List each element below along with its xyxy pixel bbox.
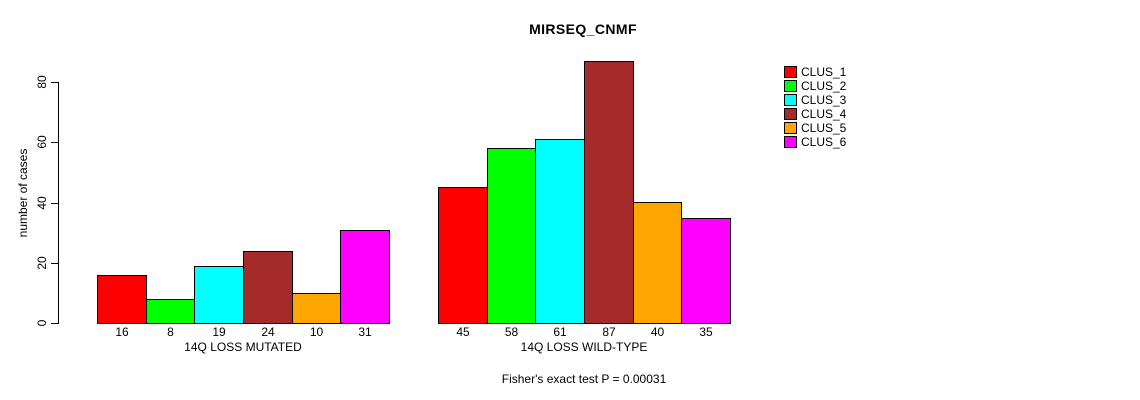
y-tick-label: 20 [35,256,49,270]
bar-clus_6-1 [340,230,390,324]
legend-label: CLUS_3 [801,93,847,107]
bar-clus_1-1 [97,275,147,324]
bar-value-label: 8 [167,325,174,339]
legend-label: CLUS_2 [801,79,847,93]
bar-value-label: 10 [309,325,324,339]
legend-item-clus_4: CLUS_4 [784,107,846,121]
y-tick-mark [51,82,58,83]
bar-value-label: 24 [261,325,275,339]
bar-clus_2-2 [487,148,536,324]
legend-swatch [784,66,797,78]
bar-clus_6-2 [681,218,731,324]
legend-swatch [784,122,797,134]
fisher-test-annotation: Fisher's exact test P = 0.00031 [501,372,667,386]
bar-clus_4-2 [584,61,634,324]
chart-title: MIRSEQ_CNMF [529,21,637,37]
bar-clus_5-2 [633,202,682,324]
y-tick-mark [51,203,58,204]
y-axis-line [58,82,59,324]
y-tick-mark [51,323,58,324]
legend: CLUS_1 CLUS_2 CLUS_3 CLUS_4 CLUS_5 CLUS_6 [784,65,846,149]
bar-value-label: 19 [212,325,226,339]
bar-clus_2-1 [146,299,195,324]
legend-swatch [784,94,797,106]
y-tick-label: 60 [35,135,49,149]
y-axis-title: number of cases [16,148,30,238]
legend-item-clus_1: CLUS_1 [784,65,846,79]
bar-value-label: 58 [504,325,519,339]
bar-clus_1-2 [438,187,488,324]
legend-swatch [784,108,797,120]
legend-item-clus_6: CLUS_6 [784,135,846,149]
group-label: 14Q LOSS MUTATED [184,340,302,354]
legend-item-clus_2: CLUS_2 [784,79,846,93]
y-tick-mark [51,263,58,264]
legend-label: CLUS_4 [801,107,847,121]
group-label: 14Q LOSS WILD-TYPE [520,340,648,354]
bar-value-label: 61 [553,325,567,339]
bar-value-label: 31 [358,325,372,339]
y-tick-label: 0 [35,319,49,327]
bar-clus_3-2 [535,139,585,324]
bar-clus_3-1 [194,266,244,324]
bar-value-label: 35 [699,325,713,339]
bar-value-label: 87 [602,325,616,339]
bar-value-label: 45 [456,325,470,339]
legend-label: CLUS_1 [801,65,847,79]
legend-label: CLUS_5 [801,121,847,135]
legend-swatch [784,80,797,92]
y-tick-label: 80 [35,75,49,89]
legend-label: CLUS_6 [801,135,847,149]
bar-clus_4-1 [243,251,293,324]
legend-item-clus_3: CLUS_3 [784,93,846,107]
y-tick-mark [51,142,58,143]
y-tick-label: 40 [35,196,49,210]
bar-clus_5-1 [292,293,341,324]
bar-value-label: 40 [650,325,665,339]
bar-value-label: 16 [115,325,129,339]
legend-swatch [784,136,797,148]
legend-item-clus_5: CLUS_5 [784,121,846,135]
